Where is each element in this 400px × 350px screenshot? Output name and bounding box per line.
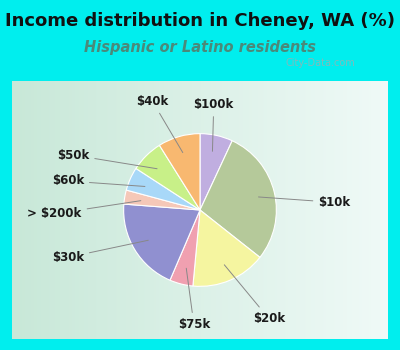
Text: City-Data.com: City-Data.com — [285, 58, 355, 68]
Text: > $200k: > $200k — [27, 201, 141, 220]
Wedge shape — [200, 134, 232, 210]
Text: $10k: $10k — [258, 196, 350, 209]
Text: $75k: $75k — [178, 268, 210, 331]
Wedge shape — [126, 168, 200, 210]
Wedge shape — [160, 134, 200, 210]
Text: $40k: $40k — [136, 95, 183, 153]
Text: $50k: $50k — [57, 148, 157, 169]
Wedge shape — [200, 141, 276, 257]
Wedge shape — [124, 204, 200, 280]
Text: $100k: $100k — [194, 98, 234, 151]
Text: Income distribution in Cheney, WA (%): Income distribution in Cheney, WA (%) — [5, 12, 395, 30]
Text: $20k: $20k — [224, 265, 285, 325]
Wedge shape — [124, 190, 200, 210]
Wedge shape — [136, 145, 200, 210]
Text: Hispanic or Latino residents: Hispanic or Latino residents — [84, 40, 316, 55]
Text: $30k: $30k — [52, 240, 148, 264]
Wedge shape — [193, 210, 260, 286]
Text: $60k: $60k — [52, 175, 145, 188]
Wedge shape — [170, 210, 200, 286]
